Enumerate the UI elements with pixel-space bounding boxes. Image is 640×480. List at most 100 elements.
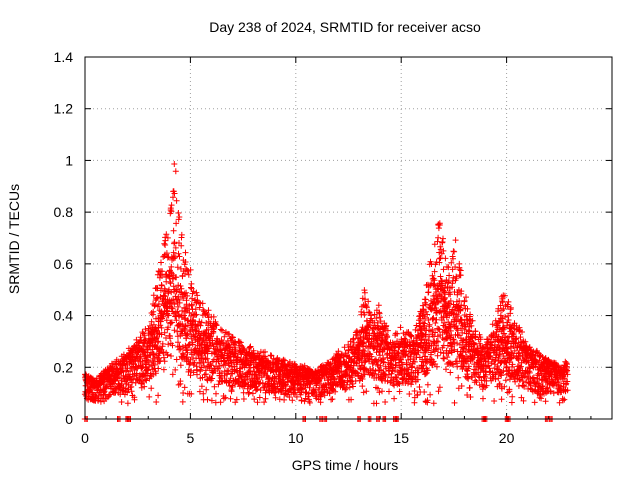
data-point — [194, 292, 201, 299]
data-point — [183, 335, 190, 342]
data-point — [138, 380, 145, 387]
data-point — [211, 383, 218, 390]
x-axis-label: GPS time / hours — [292, 457, 399, 473]
data-point — [158, 331, 165, 338]
data-point — [233, 396, 240, 403]
data-point — [155, 365, 162, 372]
data-point — [215, 381, 222, 388]
data-point — [172, 168, 179, 175]
data-point — [155, 338, 162, 345]
data-point — [498, 396, 505, 403]
data-point — [182, 259, 189, 265]
data-point — [457, 267, 464, 274]
data-point — [196, 388, 203, 395]
data-point — [262, 348, 268, 355]
data-point — [200, 306, 207, 313]
y-tick-label: 1.4 — [54, 49, 74, 65]
data-point — [247, 361, 254, 368]
data-point — [286, 394, 293, 400]
data-point — [182, 249, 189, 256]
data-point — [258, 374, 265, 381]
data-point — [297, 384, 304, 391]
data-point — [256, 394, 263, 401]
data-point — [171, 190, 178, 197]
data-point — [168, 263, 175, 270]
data-point — [134, 349, 141, 356]
data-point — [452, 237, 459, 244]
data-point — [197, 322, 204, 329]
data-point — [186, 309, 193, 316]
data-point — [101, 388, 108, 395]
data-point — [461, 297, 468, 304]
data-point — [179, 398, 186, 405]
axis-ticks: 0 5 10 15 20 0 0.2 0.4 0.6 0.8 1 1.2 1.4 — [54, 49, 612, 446]
data-point — [491, 398, 498, 404]
data-point — [161, 240, 168, 247]
data-point — [203, 386, 210, 393]
x-tick-label: 15 — [393, 430, 409, 446]
data-point — [261, 383, 268, 390]
data-point — [205, 307, 212, 314]
data-point — [176, 313, 183, 320]
y-tick-label: 0.8 — [54, 204, 74, 220]
data-point — [232, 350, 239, 357]
data-point — [451, 248, 458, 255]
data-point — [168, 353, 174, 359]
data-point — [172, 254, 179, 261]
data-point — [154, 285, 161, 292]
data-point — [542, 398, 549, 405]
data-point — [228, 388, 235, 395]
data-point — [382, 399, 389, 405]
data-point — [161, 358, 168, 365]
data-point — [204, 396, 211, 403]
data-point — [466, 384, 473, 391]
data-point — [169, 342, 176, 349]
data-point — [154, 339, 161, 346]
data-point — [178, 242, 185, 249]
data-point — [141, 383, 148, 390]
data-point — [316, 375, 323, 382]
data-point — [270, 355, 277, 362]
data-point — [391, 395, 398, 402]
data-point — [435, 388, 442, 395]
data-point — [164, 352, 171, 358]
data-point — [220, 395, 227, 402]
data-point — [359, 383, 366, 390]
data-point — [213, 322, 220, 329]
data-point — [144, 346, 151, 353]
data-point — [226, 331, 233, 338]
data-point — [173, 197, 180, 204]
data-point — [173, 286, 180, 293]
data-point — [151, 361, 158, 368]
data-point — [435, 234, 442, 241]
data-point — [191, 359, 198, 366]
data-point — [240, 396, 247, 402]
data-point — [184, 349, 191, 356]
data-point — [271, 390, 278, 396]
data-point — [502, 377, 509, 384]
data-point — [259, 380, 266, 386]
data-point — [200, 390, 207, 397]
data-point — [276, 396, 283, 403]
data-point — [246, 389, 253, 396]
data-point — [171, 161, 178, 167]
data-point — [174, 264, 181, 271]
data-point — [164, 254, 171, 261]
data-point — [435, 325, 442, 332]
data-point — [210, 313, 217, 320]
data-point — [450, 248, 457, 255]
data-point — [190, 317, 197, 324]
data-point — [220, 354, 227, 361]
data-point — [114, 374, 121, 381]
data-point — [182, 323, 189, 330]
data-point — [142, 376, 149, 383]
data-point — [170, 194, 176, 201]
data-point — [421, 389, 428, 395]
data-point — [193, 367, 200, 374]
data-point — [272, 389, 279, 396]
data-point — [203, 371, 209, 378]
data-point — [188, 313, 194, 319]
data-point — [167, 205, 174, 212]
data-point — [190, 369, 197, 376]
data-point — [227, 395, 234, 402]
